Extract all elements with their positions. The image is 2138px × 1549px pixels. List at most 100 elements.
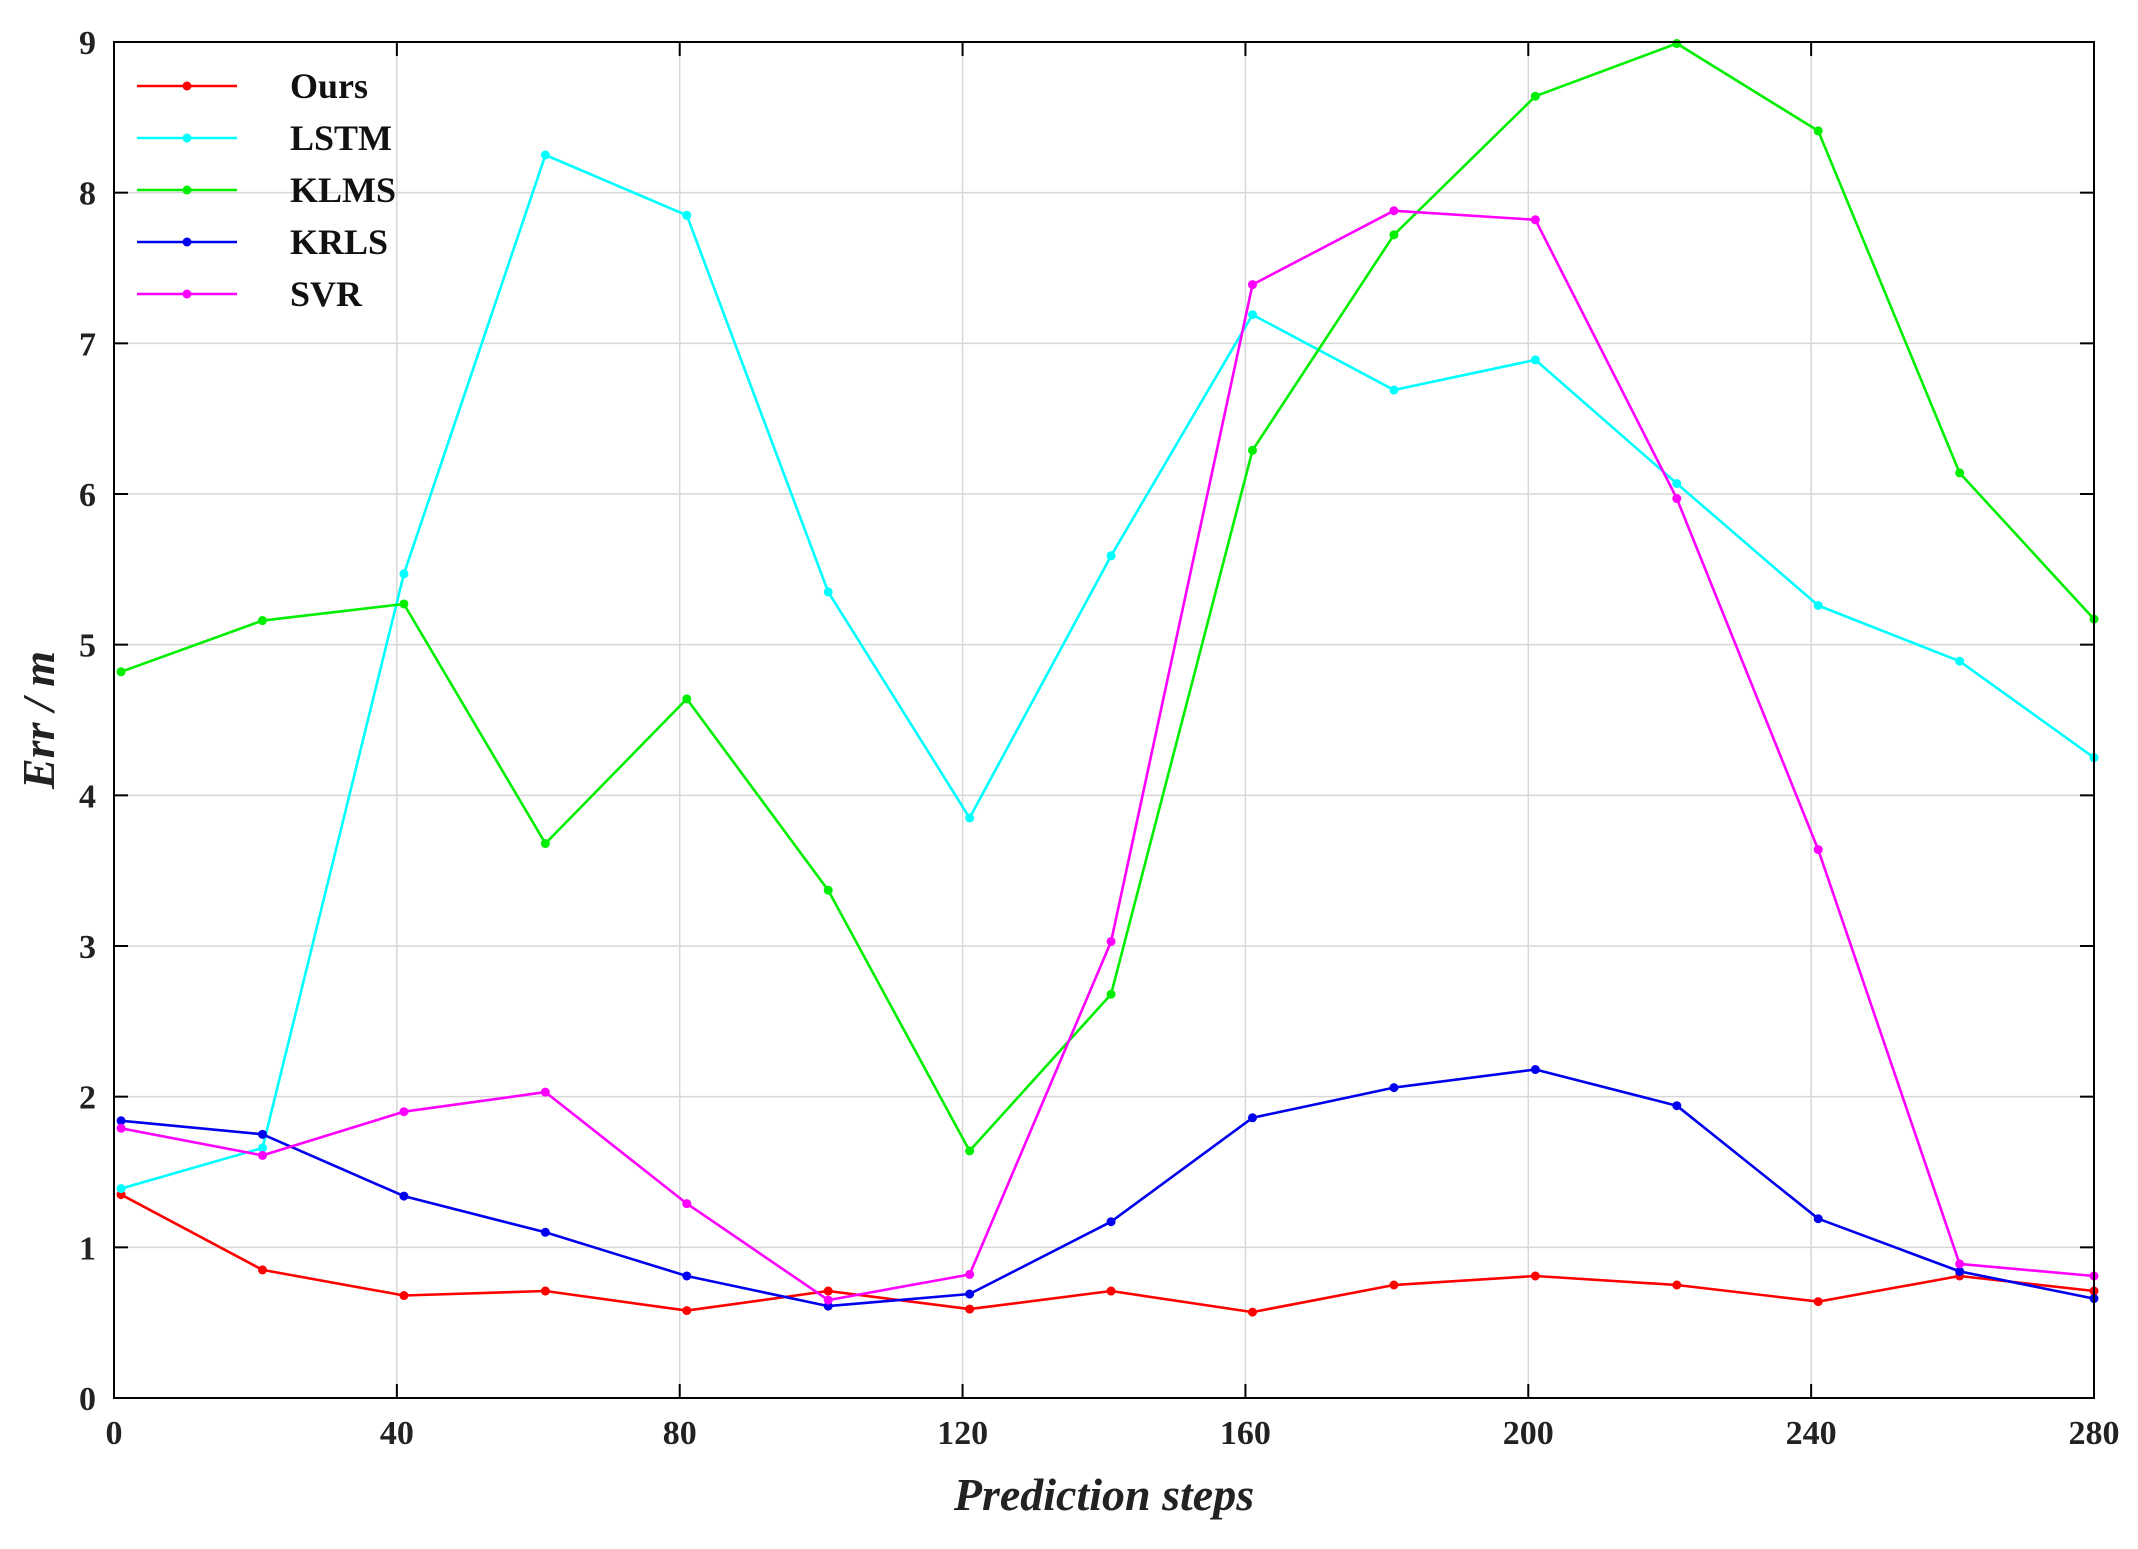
data-point-svr-10 bbox=[1530, 215, 1540, 225]
data-point-lstm-1 bbox=[258, 1143, 267, 1153]
data-point-klms-8 bbox=[1248, 445, 1257, 455]
data-point-ours-8 bbox=[1248, 1307, 1257, 1317]
ticks: 0 40 80 120 160 200 240 280 0 1 2 3 4 5 6 7 8 9 bbox=[79, 25, 2120, 1452]
data-point-klms-0 bbox=[116, 667, 126, 677]
legend-label-krls: KRLS bbox=[290, 222, 388, 262]
x-tick-label-7: 280 bbox=[2069, 1415, 2120, 1452]
data-point-svr-6 bbox=[965, 1269, 975, 1279]
legend-item-klms: KLMS bbox=[137, 170, 396, 210]
data-point-svr-0 bbox=[116, 1123, 126, 1133]
data-point-klms-5 bbox=[823, 885, 833, 895]
data-point-krls-6 bbox=[965, 1289, 975, 1299]
data-point-klms-12 bbox=[1813, 126, 1823, 136]
data-point-svr-8 bbox=[1248, 280, 1257, 290]
data-point-klms-3 bbox=[540, 839, 550, 849]
legend-marker-ours bbox=[182, 81, 192, 91]
data-point-svr-5 bbox=[823, 1295, 833, 1305]
data-point-svr-13 bbox=[1955, 1259, 1965, 1269]
legend: Ours LSTM KLMS KRLS SVR bbox=[137, 66, 396, 314]
series-svr bbox=[116, 206, 2099, 1305]
data-point-krls-9 bbox=[1389, 1083, 1399, 1093]
legend-marker-svr bbox=[182, 289, 192, 299]
y-tick-label-4: 4 bbox=[79, 778, 96, 815]
data-point-lstm-13 bbox=[1955, 656, 1965, 666]
data-point-klms-1 bbox=[258, 616, 267, 626]
data-point-ours-4 bbox=[682, 1306, 692, 1316]
y-tick-label-3: 3 bbox=[79, 929, 96, 966]
data-point-klms-11 bbox=[1672, 39, 1682, 49]
x-tick-label-0: 0 bbox=[106, 1415, 123, 1452]
data-point-svr-1 bbox=[258, 1150, 267, 1160]
data-point-klms-10 bbox=[1530, 91, 1540, 101]
data-point-ours-12 bbox=[1813, 1297, 1823, 1307]
legend-marker-klms bbox=[182, 185, 192, 195]
y-tick-label-9: 9 bbox=[79, 25, 96, 62]
data-point-lstm-0 bbox=[116, 1184, 126, 1194]
data-point-lstm-5 bbox=[823, 587, 833, 597]
data-point-ours-11 bbox=[1672, 1280, 1682, 1290]
y-tick-label-6: 6 bbox=[79, 477, 96, 514]
data-point-ours-3 bbox=[540, 1286, 550, 1296]
x-tick-label-6: 240 bbox=[1786, 1415, 1837, 1452]
data-point-lstm-11 bbox=[1672, 478, 1682, 488]
data-point-krls-2 bbox=[399, 1191, 409, 1201]
data-point-krls-11 bbox=[1672, 1101, 1682, 1111]
data-point-lstm-8 bbox=[1248, 310, 1257, 320]
data-point-svr-3 bbox=[540, 1087, 550, 1097]
series-klms bbox=[116, 39, 2099, 1156]
y-tick-label-5: 5 bbox=[79, 628, 96, 665]
data-point-ours-1 bbox=[258, 1265, 267, 1275]
data-point-klms-4 bbox=[682, 694, 692, 704]
data-point-svr-4 bbox=[682, 1199, 692, 1209]
data-point-krls-7 bbox=[1106, 1217, 1116, 1227]
legend-label-ours: Ours bbox=[290, 66, 368, 106]
x-tick-label-4: 160 bbox=[1220, 1415, 1271, 1452]
x-tick-label-3: 120 bbox=[937, 1415, 988, 1452]
x-axis-title: Prediction steps bbox=[953, 1469, 1254, 1520]
data-point-ours-6 bbox=[965, 1304, 975, 1314]
legend-label-klms: KLMS bbox=[290, 170, 396, 210]
data-point-ours-10 bbox=[1530, 1271, 1540, 1281]
y-tick-label-1: 1 bbox=[79, 1230, 96, 1267]
y-tick-label-0: 0 bbox=[79, 1381, 96, 1418]
data-point-lstm-10 bbox=[1530, 355, 1540, 365]
data-point-krls-8 bbox=[1248, 1113, 1257, 1123]
data-point-ours-5 bbox=[823, 1286, 833, 1296]
data-point-ours-9 bbox=[1389, 1280, 1399, 1290]
plot-frame bbox=[113, 41, 2095, 1399]
data-point-lstm-9 bbox=[1389, 385, 1399, 395]
y-tick-label-8: 8 bbox=[79, 176, 96, 213]
data-point-krls-1 bbox=[258, 1129, 267, 1139]
series-layer bbox=[116, 39, 2099, 1317]
data-point-krls-13 bbox=[1955, 1266, 1965, 1276]
data-point-krls-4 bbox=[682, 1271, 692, 1281]
x-tick-label-1: 40 bbox=[380, 1415, 414, 1452]
data-point-lstm-2 bbox=[399, 569, 409, 579]
data-point-ours-2 bbox=[399, 1291, 409, 1301]
legend-item-lstm: LSTM bbox=[137, 118, 392, 158]
legend-label-lstm: LSTM bbox=[290, 118, 392, 158]
data-point-klms-13 bbox=[1955, 468, 1965, 478]
data-point-ours-7 bbox=[1106, 1286, 1116, 1296]
legend-marker-krls bbox=[182, 237, 192, 247]
legend-item-krls: KRLS bbox=[137, 222, 388, 262]
data-point-krls-0 bbox=[116, 1116, 126, 1126]
data-point-klms-9 bbox=[1389, 230, 1399, 240]
data-point-klms-6 bbox=[965, 1146, 975, 1156]
data-point-lstm-3 bbox=[540, 150, 550, 160]
data-point-krls-10 bbox=[1530, 1065, 1540, 1075]
data-point-lstm-12 bbox=[1813, 600, 1823, 610]
y-tick-label-2: 2 bbox=[79, 1080, 96, 1117]
x-tick-label-2: 80 bbox=[663, 1415, 697, 1452]
series-lstm bbox=[116, 150, 2099, 1194]
data-point-lstm-6 bbox=[965, 813, 975, 823]
data-point-klms-2 bbox=[399, 599, 409, 609]
data-point-krls-3 bbox=[540, 1227, 550, 1237]
data-point-svr-11 bbox=[1672, 494, 1682, 504]
data-point-svr-7 bbox=[1106, 936, 1116, 946]
legend-item-ours: Ours bbox=[137, 66, 368, 106]
data-point-lstm-4 bbox=[682, 210, 692, 220]
data-point-lstm-7 bbox=[1106, 551, 1116, 561]
